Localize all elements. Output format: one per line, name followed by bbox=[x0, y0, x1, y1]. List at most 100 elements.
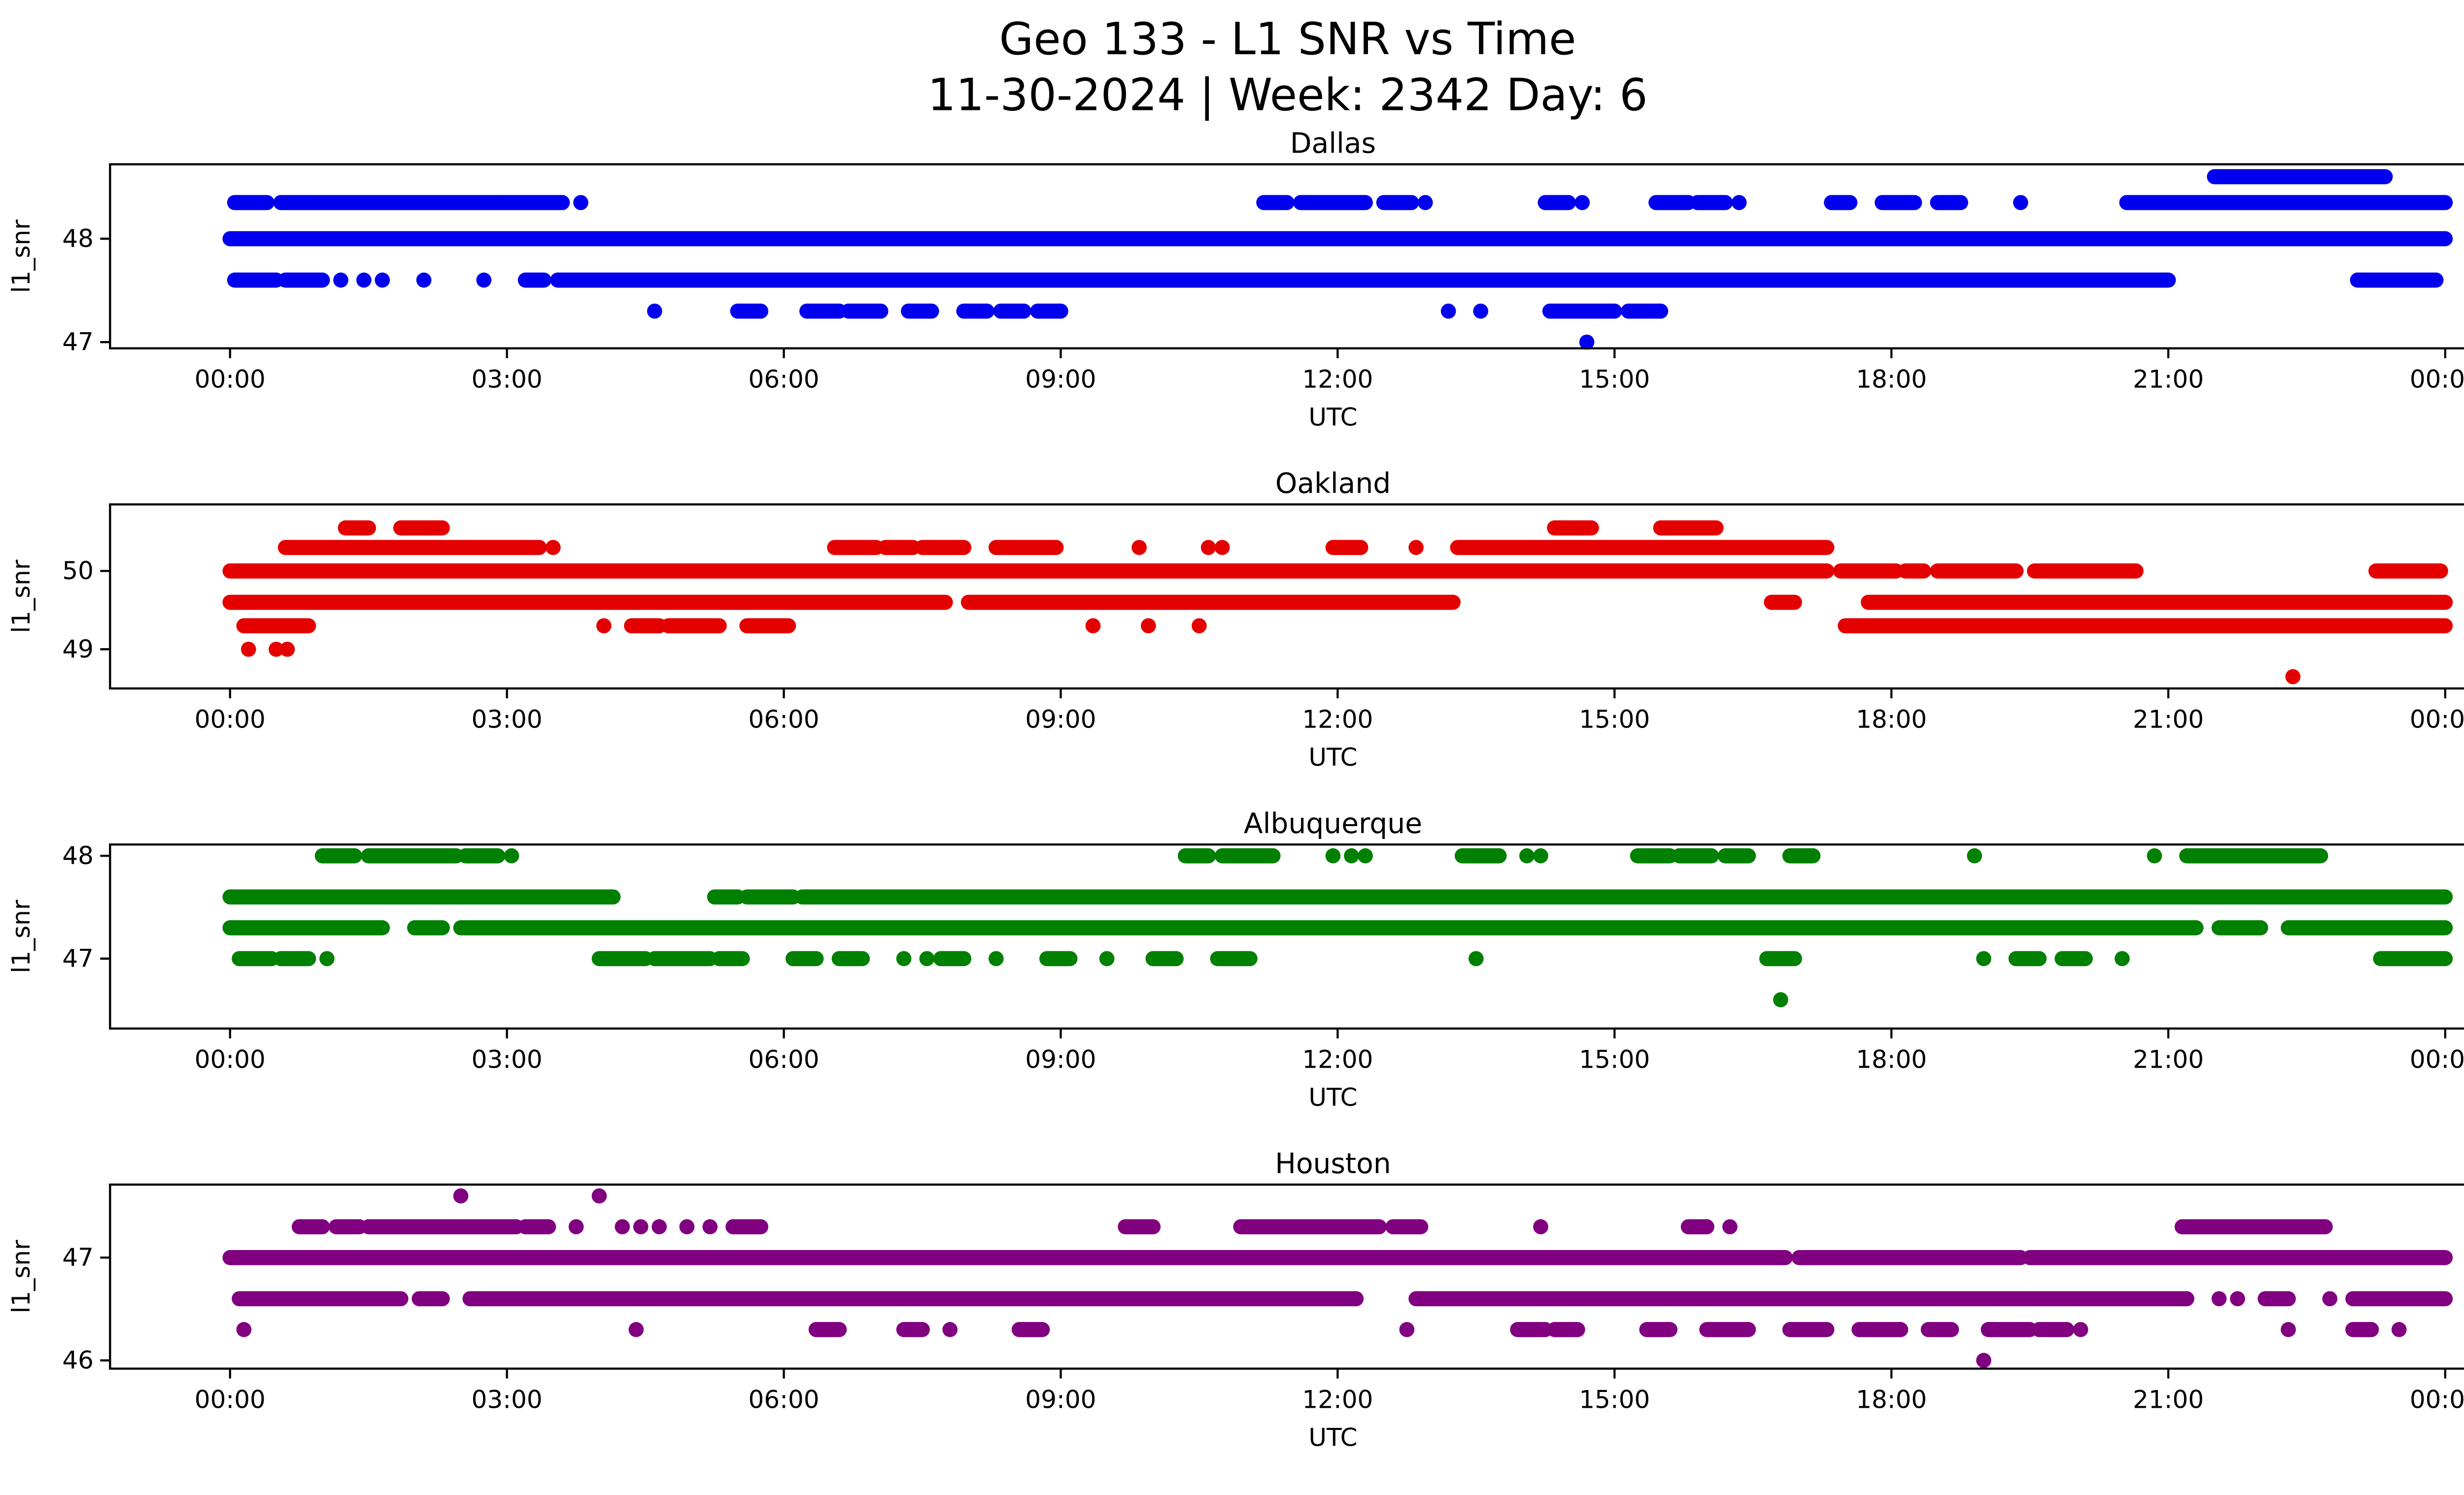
scatter-point bbox=[269, 641, 284, 657]
x-axis-oakland: 00:00 03:00 06:00 09:00 12:00 15:00 18:00 21:00… bbox=[195, 688, 2464, 771]
x-axis-houston: 00:00 03:00 06:00 09:00 12:00 15:00 18:00 21:00… bbox=[195, 1368, 2464, 1452]
scatter-point bbox=[333, 272, 348, 288]
scatter-point bbox=[896, 951, 912, 967]
x-tick-label: 00:00 bbox=[195, 1045, 266, 1074]
scatter-point bbox=[702, 1219, 718, 1235]
figure-title-line2: 11-30-2024 | Week: 2342 Day: 6 bbox=[927, 70, 1648, 122]
y-tick-label: 48 bbox=[62, 841, 94, 870]
scatter-point bbox=[1533, 848, 1548, 864]
subplot-title-oakland: Oakland bbox=[1275, 467, 1391, 500]
plot-box-oakland bbox=[109, 503, 2464, 690]
scatter-point bbox=[240, 641, 256, 657]
scatter-point bbox=[1344, 848, 1359, 864]
y-tick-label: 46 bbox=[62, 1346, 94, 1375]
scatter-point bbox=[1976, 951, 1991, 967]
subplot-dallas: Dallas 00:00 03:00 06:00 09:00 12:00 15:00 18:0… bbox=[7, 127, 2464, 431]
scatter-point bbox=[1533, 1219, 1548, 1235]
scatter-point bbox=[1473, 303, 1488, 319]
y-tick-label: 47 bbox=[62, 944, 94, 973]
scatter-point bbox=[236, 1322, 252, 1337]
scatter-point bbox=[1731, 195, 1747, 210]
x-axis-dallas: 00:00 03:00 06:00 09:00 12:00 15:00 18:00 21:00… bbox=[195, 348, 2464, 431]
figure-title: Geo 133 - L1 SNR vs Time 11-30-2024 | We… bbox=[0, 0, 2464, 125]
scatter-series-dallas bbox=[222, 169, 2453, 350]
scatter-point bbox=[1519, 848, 1535, 864]
x-tick-label: 03:00 bbox=[472, 1045, 543, 1074]
scatter-point bbox=[1214, 540, 1230, 556]
scatter-point bbox=[319, 951, 335, 967]
y-axis-label-albuquerque: l1_snr bbox=[7, 900, 35, 973]
scatter-point bbox=[1468, 951, 1484, 967]
scatter-point bbox=[1722, 1219, 1738, 1235]
plot-box-houston bbox=[109, 1183, 2464, 1370]
scatter-series-houston bbox=[222, 1188, 2453, 1368]
y-axis-albuquerque: 47 48 l1_snr bbox=[7, 841, 110, 973]
y-axis-houston: 46 47 l1_snr bbox=[7, 1240, 110, 1375]
scatter-point bbox=[591, 1188, 607, 1204]
scatter-point bbox=[1358, 848, 1373, 864]
scatter-point bbox=[1440, 303, 1456, 319]
scatter-point bbox=[1773, 992, 1788, 1008]
scatter-point bbox=[568, 1219, 584, 1235]
x-tick-label: 12:00 bbox=[1302, 1386, 1373, 1414]
x-tick-label: 18:00 bbox=[1856, 1045, 1927, 1074]
x-tick-label: 03:00 bbox=[472, 365, 543, 394]
y-axis-oakland: 49 50 l1_snr bbox=[7, 556, 110, 663]
scatter-point bbox=[1967, 848, 1982, 864]
scatter-point bbox=[1085, 618, 1101, 633]
scatter-point bbox=[1408, 540, 1424, 556]
x-tick-label: 00:00 bbox=[2410, 1045, 2464, 1074]
x-tick-label: 09:00 bbox=[1025, 705, 1096, 734]
scatter-point bbox=[546, 540, 561, 556]
scatter-point bbox=[919, 951, 935, 967]
charts-container: Dallas 00:00 03:00 06:00 09:00 12:00 15:00 18:0… bbox=[0, 125, 2464, 1485]
subplot-oakland: Oakland 00:00 03:00 06:00 09:00 12:00 15:00 18:… bbox=[7, 467, 2464, 771]
scatter-point bbox=[651, 1219, 667, 1235]
scatter-point bbox=[375, 272, 390, 288]
scatter-point bbox=[1417, 195, 1433, 210]
scatter-point bbox=[504, 848, 519, 864]
x-tick-label: 15:00 bbox=[1579, 705, 1650, 734]
scatter-point bbox=[1131, 540, 1147, 556]
x-tick-label: 09:00 bbox=[1025, 1045, 1096, 1074]
scatter-point bbox=[1399, 1322, 1415, 1337]
x-axis-label-dallas: UTC bbox=[1308, 403, 1357, 431]
y-tick-label: 48 bbox=[62, 224, 94, 253]
scatter-point bbox=[596, 618, 612, 633]
scatter-point bbox=[416, 272, 432, 288]
x-tick-label: 12:00 bbox=[1302, 705, 1373, 734]
scatter-point bbox=[573, 195, 588, 210]
x-tick-label: 21:00 bbox=[2133, 1386, 2204, 1414]
x-axis-albuquerque: 00:00 03:00 06:00 09:00 12:00 15:00 18:00 21:00… bbox=[195, 1028, 2464, 1112]
scatter-point bbox=[1099, 951, 1115, 967]
scatter-point bbox=[356, 272, 372, 288]
x-tick-label: 00:00 bbox=[2410, 365, 2464, 394]
x-axis-label-oakland: UTC bbox=[1308, 743, 1357, 771]
x-tick-label: 21:00 bbox=[2133, 365, 2204, 394]
scatter-point bbox=[989, 951, 1004, 967]
scatter-point bbox=[2211, 1291, 2227, 1307]
x-tick-label: 12:00 bbox=[1302, 1045, 1373, 1074]
x-tick-label: 00:00 bbox=[195, 365, 266, 394]
x-tick-label: 15:00 bbox=[1579, 1386, 1650, 1414]
x-tick-label: 00:00 bbox=[195, 1386, 266, 1414]
y-axis-label-dallas: l1_snr bbox=[7, 219, 35, 293]
scatter-point bbox=[2391, 1322, 2407, 1337]
figure-title-line1: Geo 133 - L1 SNR vs Time bbox=[999, 14, 1576, 66]
scatter-point bbox=[2281, 1322, 2296, 1337]
scatter-series-albuquerque bbox=[222, 848, 2453, 1008]
x-tick-label: 00:00 bbox=[2410, 705, 2464, 734]
y-axis-label-houston: l1_snr bbox=[7, 1240, 35, 1313]
scatter-point bbox=[1325, 848, 1341, 864]
y-axis-dallas: 47 48 l1_snr bbox=[7, 219, 110, 356]
scatter-point bbox=[1192, 618, 1207, 633]
x-tick-label: 18:00 bbox=[1856, 365, 1927, 394]
x-tick-label: 03:00 bbox=[472, 705, 543, 734]
scatter-point bbox=[1976, 1353, 1991, 1368]
y-tick-label: 47 bbox=[62, 1243, 94, 1272]
x-tick-label: 15:00 bbox=[1579, 1045, 1650, 1074]
subplot-houston: Houston 00:00 03:00 06:00 09:00 12:00 15:00 18:… bbox=[7, 1147, 2464, 1452]
subplot-albuquerque: Albuquerque 00:00 03:00 06:00 09:00 12:00 15:0… bbox=[7, 807, 2464, 1112]
x-tick-label: 18:00 bbox=[1856, 1386, 1927, 1414]
